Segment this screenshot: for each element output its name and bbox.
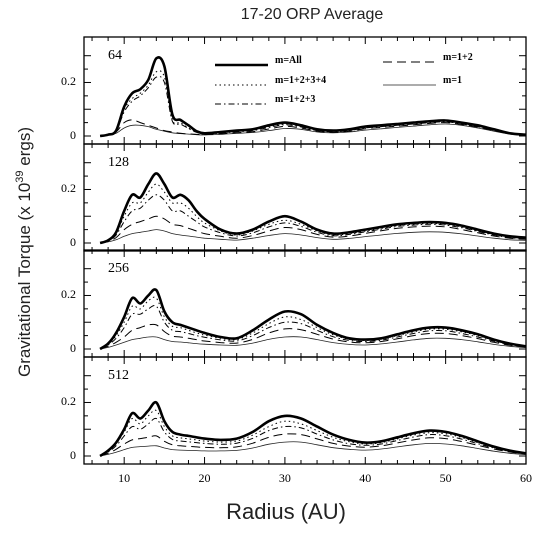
y-tick-label: 0.2 (61, 394, 76, 408)
y-axis-label-main: Gravitational Torque (x 10 (15, 183, 34, 377)
panel-256: 0 0.2 256 (61, 249, 527, 358)
chart-title: 17-20 ORP Average (241, 6, 384, 23)
series-line-m-1 (100, 123, 527, 137)
panel-label: 64 (108, 48, 122, 63)
y-tick-label: 0.2 (61, 287, 76, 301)
series-line-m-1-2-3 (100, 75, 527, 137)
series-line-m-1 (100, 229, 527, 244)
series-line-m-1-2 (99, 433, 527, 457)
series-line-m-1-2-3-4 (99, 409, 527, 457)
legend-label: m=All (275, 55, 302, 66)
x-tick-label: 50 (440, 471, 452, 485)
x-tick-label: 10 (118, 471, 130, 485)
y-tick-label: 0 (70, 235, 76, 249)
series-line-m-1-2 (99, 323, 527, 350)
series-line-m-1 (100, 441, 527, 457)
y-tick-label: 0.2 (61, 181, 76, 195)
legend-label: m=1+2+3+4 (275, 75, 326, 86)
panel-label: 256 (108, 261, 129, 276)
legend-label: m=1 (443, 75, 462, 86)
y-axis-label-unit: ergs) (15, 127, 34, 170)
y-tick-label: 0.2 (61, 74, 76, 88)
panels-layer: 0 0.2 64 0 0.2 128 0 0.2 256 0 0.2 512 10 20 30 40 50 60 (61, 36, 532, 485)
x-tick-labels: 10 20 30 40 50 60 (118, 471, 532, 485)
panel-512: 0 0.2 512 (61, 356, 527, 465)
panel-frame (83, 143, 527, 252)
series-line-m-1-2-3 (99, 304, 527, 350)
x-tick-label: 20 (199, 471, 211, 485)
panel-label: 128 (108, 155, 129, 170)
legend-label: m=1+2 (443, 52, 473, 63)
x-axis-label: Radius (AU) (226, 499, 346, 524)
series-line-m-all (99, 288, 527, 351)
series-line-m-1-2 (99, 215, 527, 244)
x-tick-label: 30 (279, 471, 291, 485)
y-axis-label-exponent: 39 (14, 170, 26, 182)
legend: m=All m=1+2 m=1+2+3+4 m=1 m=1+2+3 (215, 52, 473, 105)
y-tick-label: 0 (70, 128, 76, 142)
x-tick-label: 40 (359, 471, 371, 485)
legend-label: m=1+2+3 (275, 94, 315, 105)
series-line-m-all (99, 172, 527, 245)
series-line-m-1-2-3-4 (99, 183, 527, 244)
series-line-m-all (99, 400, 527, 458)
panel-frame (83, 249, 527, 358)
y-axis-label: Gravitational Torque (x 1039 ergs) (14, 127, 34, 377)
series-line-m-1 (100, 336, 527, 350)
y-tick-label: 0 (70, 448, 76, 462)
series-line-m-1-2 (100, 119, 527, 137)
panel-128: 0 0.2 128 (61, 143, 527, 252)
series-line-m-all (99, 56, 527, 138)
series-line-m-1-2-3 (99, 417, 527, 457)
y-tick-label: 0 (70, 341, 76, 355)
x-tick-label: 60 (520, 471, 532, 485)
panel-frame (83, 356, 527, 465)
panel-label: 512 (108, 368, 129, 383)
